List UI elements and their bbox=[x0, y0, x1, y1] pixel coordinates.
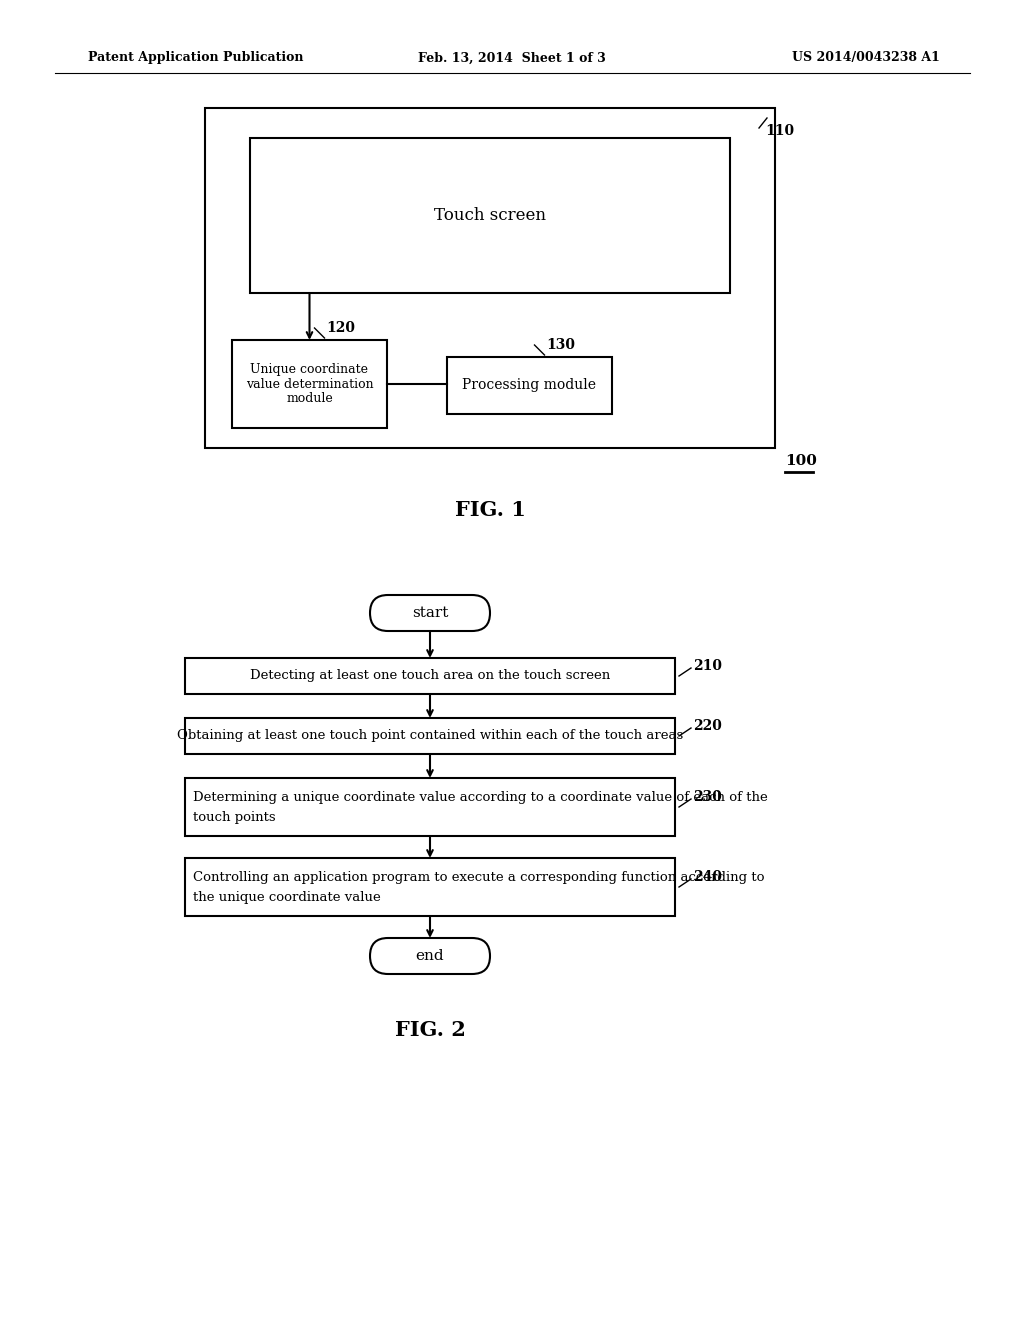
Text: US 2014/0043238 A1: US 2014/0043238 A1 bbox=[793, 51, 940, 65]
Text: FIG. 1: FIG. 1 bbox=[455, 500, 525, 520]
Text: 130: 130 bbox=[547, 338, 575, 352]
Text: the unique coordinate value: the unique coordinate value bbox=[193, 891, 381, 903]
Text: Feb. 13, 2014  Sheet 1 of 3: Feb. 13, 2014 Sheet 1 of 3 bbox=[418, 51, 606, 65]
Text: Touch screen: Touch screen bbox=[434, 207, 546, 224]
Bar bbox=[185, 718, 675, 754]
Text: Processing module: Processing module bbox=[463, 379, 597, 392]
Text: 240: 240 bbox=[693, 870, 722, 884]
Text: end: end bbox=[416, 949, 444, 964]
Text: touch points: touch points bbox=[193, 810, 275, 824]
Text: Unique coordinate
value determination
module: Unique coordinate value determination mo… bbox=[246, 363, 374, 405]
Text: 230: 230 bbox=[693, 789, 722, 804]
Text: Obtaining at least one touch point contained within each of the touch areas: Obtaining at least one touch point conta… bbox=[177, 730, 683, 742]
Text: 110: 110 bbox=[765, 124, 795, 139]
Bar bbox=[185, 777, 675, 836]
Text: Patent Application Publication: Patent Application Publication bbox=[88, 51, 303, 65]
Bar bbox=[232, 341, 387, 428]
Text: FIG. 2: FIG. 2 bbox=[394, 1020, 466, 1040]
Text: Detecting at least one touch area on the touch screen: Detecting at least one touch area on the… bbox=[250, 669, 610, 682]
Text: Controlling an application program to execute a corresponding function according: Controlling an application program to ex… bbox=[193, 870, 765, 883]
Text: 100: 100 bbox=[785, 454, 817, 469]
Bar bbox=[447, 356, 612, 414]
Text: 220: 220 bbox=[693, 719, 722, 733]
Text: 210: 210 bbox=[693, 659, 722, 673]
Bar bbox=[185, 858, 675, 916]
FancyBboxPatch shape bbox=[370, 595, 490, 631]
Text: Determining a unique coordinate value according to a coordinate value of each of: Determining a unique coordinate value ac… bbox=[193, 791, 768, 804]
Bar bbox=[250, 139, 730, 293]
Text: start: start bbox=[412, 606, 449, 620]
Bar bbox=[185, 657, 675, 694]
FancyBboxPatch shape bbox=[370, 939, 490, 974]
Bar bbox=[205, 108, 775, 447]
Text: 120: 120 bbox=[327, 321, 355, 335]
